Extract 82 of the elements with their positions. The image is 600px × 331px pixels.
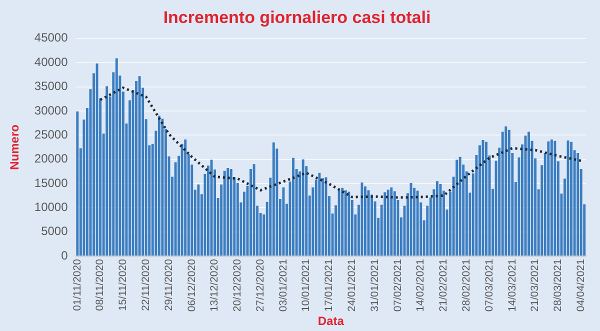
bar — [272, 142, 275, 256]
bar — [138, 76, 141, 256]
x-tick-label: 22/11/2020 — [140, 258, 152, 311]
bar — [76, 111, 79, 256]
bar — [482, 140, 484, 256]
x-tick-label: 31/01/2021 — [368, 258, 381, 312]
bar — [386, 190, 390, 256]
bar — [393, 191, 396, 256]
bar — [504, 126, 508, 256]
y-tick-label: 30000 — [34, 103, 68, 118]
bar — [302, 159, 304, 256]
bar — [252, 164, 256, 256]
x-tick-label: 21/02/2021 — [438, 258, 450, 312]
bar — [508, 130, 510, 256]
bar — [230, 168, 232, 256]
y-tick-label: 10000 — [34, 200, 68, 214]
bar — [341, 188, 344, 256]
y-tick-label: 0 — [61, 248, 68, 262]
bar — [390, 187, 393, 256]
x-tick-label: 29/11/2020 — [162, 258, 175, 311]
bar — [180, 144, 184, 256]
x-axis-title: Data — [318, 314, 344, 328]
y-tick-label: 45000 — [34, 30, 68, 45]
bar — [344, 190, 347, 256]
bar — [338, 190, 340, 256]
bar — [106, 86, 108, 256]
line-series — [99, 86, 582, 199]
x-tick-label: 28/02/2021 — [460, 258, 473, 312]
bar — [184, 139, 187, 256]
y-tick-label: 40000 — [34, 54, 68, 69]
y-tick-label: 15000 — [34, 176, 68, 190]
bar — [318, 172, 321, 256]
bar — [161, 118, 164, 256]
x-tick-label: 01/11/2020 — [71, 258, 84, 311]
bar — [348, 192, 350, 256]
x-tick-label: 21/03/2021 — [529, 258, 542, 312]
x-tick-label: 15/11/2020 — [117, 258, 130, 311]
x-tick-label: 28/03/2021 — [552, 258, 564, 312]
x-tick-label: 07/02/2021 — [392, 258, 404, 312]
y-axis-title: Numero — [8, 124, 22, 170]
bar — [158, 116, 160, 256]
bar — [384, 192, 386, 256]
y-tick-label: 35000 — [34, 79, 68, 94]
bar — [416, 190, 419, 256]
x-tick-label: 13/12/2020 — [208, 258, 221, 312]
bar — [282, 187, 285, 256]
y-tick-label: 5000 — [41, 224, 68, 238]
x-tick-label: 07/03/2021 — [483, 258, 496, 312]
x-tick-label: 17/01/2021 — [323, 258, 336, 312]
bar — [458, 156, 462, 256]
y-tick-label: 20000 — [34, 152, 68, 166]
bar — [547, 141, 550, 256]
x-tick-label: 06/12/2020 — [186, 258, 198, 312]
bar — [115, 58, 118, 256]
x-tick-label: 14/03/2021 — [506, 258, 518, 312]
bar — [554, 140, 556, 256]
bar — [223, 170, 226, 256]
bar — [364, 186, 366, 256]
x-tick-label: 10/01/2021 — [300, 258, 312, 312]
bar — [576, 153, 580, 256]
bar — [570, 142, 573, 256]
chart-title: Incremento giornaliero casi totali — [163, 8, 431, 27]
bar — [370, 194, 373, 256]
y-tick-label: 25000 — [34, 127, 68, 142]
bar — [96, 64, 98, 256]
x-tick-label: 03/01/2021 — [277, 258, 290, 312]
x-tick-label: 20/12/2020 — [232, 258, 244, 312]
bar — [528, 132, 530, 256]
bar — [550, 139, 553, 256]
bar — [485, 142, 488, 256]
x-tick-label: 08/11/2020 — [94, 258, 106, 311]
x-tick-label: 24/01/2021 — [346, 258, 358, 312]
bar — [360, 182, 364, 256]
bar — [226, 168, 230, 256]
bar — [439, 184, 442, 256]
bar — [456, 160, 458, 256]
x-tick-label: 04/04/2021 — [574, 258, 587, 312]
x-tick-label: 27/12/2020 — [254, 258, 266, 312]
bar — [197, 184, 200, 256]
bar — [436, 181, 438, 256]
x-tick-label: 14/02/2021 — [414, 258, 427, 312]
bar — [292, 158, 294, 256]
